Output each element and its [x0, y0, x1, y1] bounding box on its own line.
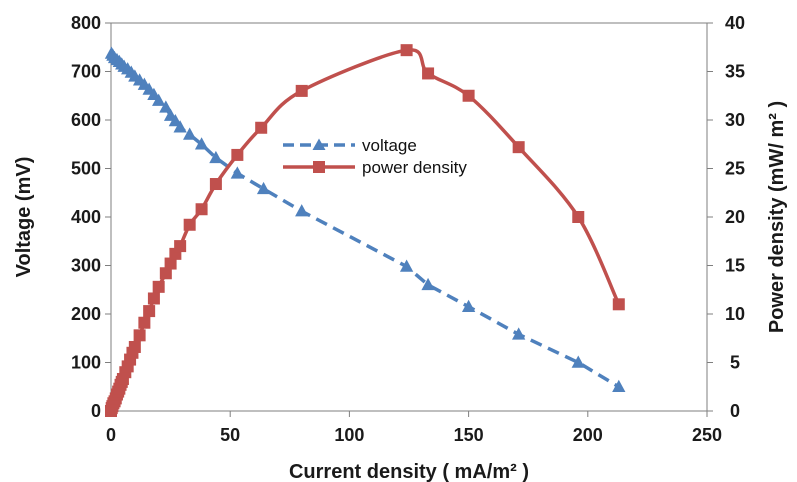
y2-tick-label: 15 — [725, 256, 745, 276]
x-tick-label: 150 — [454, 425, 484, 445]
legend-voltage-marker — [312, 138, 326, 150]
y2-tick-label: 20 — [725, 207, 745, 227]
data-point-power-density — [174, 240, 187, 253]
data-point-voltage — [230, 166, 245, 179]
data-point-power-density — [164, 257, 177, 270]
series-layer — [104, 44, 626, 417]
data-point-voltage — [173, 120, 187, 133]
x-tick-label: 50 — [220, 425, 240, 445]
plot-area — [110, 22, 708, 412]
legend-voltage-label: voltage — [362, 136, 417, 155]
data-point-power-density — [572, 211, 585, 223]
data-point-voltage — [295, 204, 309, 217]
y2-axis-ticks: 0 5 10 15 20 25 30 35 40 — [707, 13, 745, 421]
y2-tick-label: 35 — [725, 62, 745, 82]
y2-tick-label: 10 — [725, 304, 745, 324]
y-axis-ticks: 0 100 200 300 400 500 600 700 800 — [71, 13, 111, 421]
data-point-voltage — [183, 127, 197, 140]
legend-power-label: power density — [362, 158, 467, 177]
data-point-voltage — [256, 181, 271, 195]
x-tick-label: 100 — [334, 425, 364, 445]
data-point-power-density — [143, 305, 156, 318]
data-point-power-density — [159, 267, 172, 280]
y-tick-label: 400 — [71, 207, 101, 227]
y2-tick-label: 30 — [725, 110, 745, 130]
data-point-power-density — [231, 148, 244, 161]
data-point-power-density — [138, 316, 151, 329]
y-tick-label: 300 — [71, 256, 101, 276]
data-point-power-density — [128, 340, 141, 353]
data-point-voltage — [159, 100, 173, 113]
y-tick-label: 700 — [71, 62, 101, 82]
y2-tick-label: 40 — [725, 13, 745, 33]
y2-axis-title: Power density (mW/ m² ) — [766, 101, 788, 333]
y-tick-label: 600 — [71, 110, 101, 130]
legend: voltage power density — [283, 136, 467, 177]
x-tick-label: 250 — [692, 425, 722, 445]
series-power-density — [105, 44, 625, 417]
data-point-power-density — [195, 203, 208, 216]
series-voltage — [104, 46, 626, 392]
x-axis-ticks: 0 50 100 150 200 250 — [106, 411, 722, 445]
data-point-voltage — [461, 299, 476, 312]
data-point-power-density — [147, 292, 160, 305]
data-point-power-density — [462, 89, 475, 102]
legend-power-marker — [313, 161, 325, 173]
y2-tick-label: 5 — [730, 353, 740, 373]
data-point-voltage — [421, 277, 435, 291]
data-point-voltage — [209, 150, 223, 164]
data-point-power-density — [512, 141, 525, 154]
data-point-power-density — [133, 329, 146, 342]
data-point-power-density — [422, 67, 435, 80]
data-point-voltage — [152, 93, 166, 106]
data-point-power-density — [255, 121, 268, 134]
x-axis-title: Current density ( mA/m² ) — [289, 461, 529, 482]
y2-tick-label: 0 — [730, 401, 740, 421]
data-point-voltage — [512, 327, 526, 340]
data-point-power-density — [400, 44, 413, 57]
x-tick-label: 0 — [106, 425, 116, 445]
data-point-power-density — [183, 218, 196, 231]
data-point-voltage — [612, 379, 626, 392]
data-point-power-density — [295, 84, 308, 97]
y-tick-label: 800 — [71, 13, 101, 33]
data-point-power-density — [209, 178, 222, 191]
data-point-power-density — [169, 247, 182, 260]
data-point-power-density — [124, 353, 137, 366]
y2-tick-label: 25 — [725, 159, 745, 179]
data-point-voltage — [571, 355, 585, 368]
y-tick-label: 100 — [71, 353, 101, 373]
x-tick-label: 200 — [573, 425, 603, 445]
data-point-power-density — [612, 298, 625, 311]
y-axis-title: Voltage (mV) — [13, 157, 35, 278]
y-tick-label: 0 — [91, 401, 101, 421]
y-tick-label: 200 — [71, 304, 101, 324]
data-point-power-density — [152, 280, 165, 293]
y-tick-label: 500 — [71, 159, 101, 179]
data-point-voltage — [194, 137, 209, 150]
data-point-voltage — [399, 259, 414, 272]
